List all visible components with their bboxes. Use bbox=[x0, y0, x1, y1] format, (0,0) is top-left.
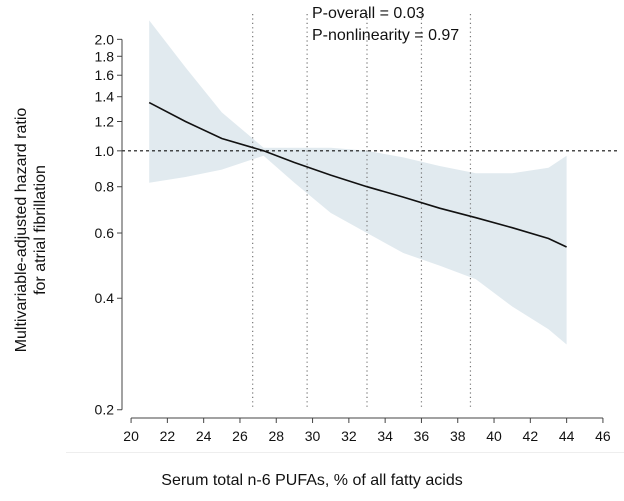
y-tick-label: 0.4 bbox=[95, 290, 115, 306]
y-axis-title-line1: Multivariable-adjusted hazard ratio bbox=[13, 107, 30, 353]
y-tick-label: 0.2 bbox=[95, 402, 115, 418]
confidence-band bbox=[149, 20, 567, 345]
axes-layer: 0.2 0.4 0.6 0.8 1.0 1.2 1.4 1.6 1.82.0 20 22 24 26 28… bbox=[95, 31, 611, 444]
y-tick-label: 1.8 bbox=[95, 48, 115, 64]
x-tick-label: 34 bbox=[377, 428, 393, 444]
y-tick-label: 1.4 bbox=[95, 89, 115, 105]
y-tick-label: 2.0 bbox=[95, 31, 115, 47]
y-axis-title-line2: for atrial fibrillation bbox=[32, 165, 49, 295]
x-tick-label: 32 bbox=[341, 428, 357, 444]
x-tick-label: 30 bbox=[305, 428, 321, 444]
x-tick-label: 40 bbox=[486, 428, 502, 444]
x-tick-label: 36 bbox=[414, 428, 430, 444]
p-nonlinearity-annotation: P-nonlinearity = 0.97 bbox=[312, 27, 460, 44]
x-tick-label: 44 bbox=[559, 428, 575, 444]
y-tick-label: 1.6 bbox=[95, 67, 115, 83]
hazard-ratio-line-layer bbox=[148, 101, 567, 248]
x-tick-label: 26 bbox=[232, 428, 248, 444]
x-axis-title: Serum total n-6 PUFAs, % of all fatty ac… bbox=[161, 472, 463, 489]
y-tick-label: 1.0 bbox=[95, 143, 115, 159]
separator-line bbox=[66, 452, 624, 453]
hazard-ratio-line bbox=[148, 101, 567, 248]
x-tick-label: 28 bbox=[268, 428, 284, 444]
y-axis-title: Multivariable-adjusted hazard ratio for … bbox=[6, 40, 56, 420]
x-tick-label: 22 bbox=[160, 428, 176, 444]
y-tick-label: 0.8 bbox=[95, 179, 115, 195]
y-tick-label: 0.6 bbox=[95, 225, 115, 241]
x-tick-label: 46 bbox=[595, 428, 611, 444]
x-tick-label: 42 bbox=[523, 428, 539, 444]
x-tick-label: 20 bbox=[123, 428, 139, 444]
confidence-band-layer bbox=[149, 20, 567, 345]
x-tick-label: 38 bbox=[450, 428, 466, 444]
p-overall-annotation: P-overall = 0.03 bbox=[312, 5, 425, 22]
x-tick-label: 24 bbox=[196, 428, 212, 444]
y-tick-label: 1.2 bbox=[95, 114, 115, 130]
